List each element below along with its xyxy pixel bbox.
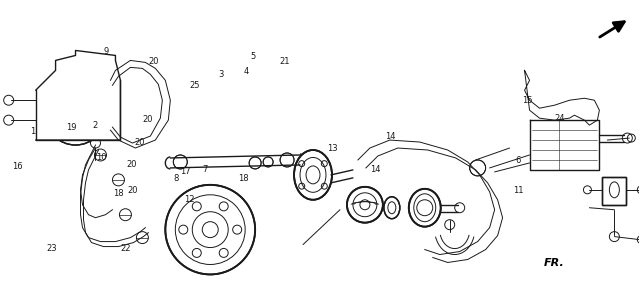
Text: 25: 25	[189, 81, 200, 90]
Text: 4: 4	[244, 67, 249, 76]
Bar	[602, 177, 627, 205]
Text: 22: 22	[120, 244, 131, 252]
Text: 12: 12	[184, 195, 195, 204]
Text: 23: 23	[47, 244, 57, 252]
Text: 6: 6	[515, 156, 521, 165]
Text: 20: 20	[134, 138, 145, 147]
Text: 5: 5	[250, 52, 255, 61]
Text: 20: 20	[127, 186, 138, 195]
Text: 1: 1	[30, 127, 35, 136]
Text: 14: 14	[385, 132, 396, 141]
Text: 24: 24	[554, 114, 564, 123]
Text: 19: 19	[66, 123, 76, 132]
Ellipse shape	[384, 197, 400, 219]
Text: 17: 17	[180, 167, 191, 176]
Circle shape	[470, 160, 486, 176]
Ellipse shape	[294, 150, 332, 200]
Text: 10: 10	[97, 153, 107, 162]
Text: 21: 21	[280, 57, 290, 65]
Text: 7: 7	[202, 165, 208, 174]
Circle shape	[347, 187, 383, 223]
Text: 9: 9	[104, 48, 109, 56]
Polygon shape	[36, 51, 120, 140]
Circle shape	[360, 200, 370, 210]
Circle shape	[173, 155, 188, 169]
Text: 20: 20	[126, 160, 137, 169]
Polygon shape	[529, 120, 600, 170]
Text: 15: 15	[522, 96, 532, 105]
Ellipse shape	[409, 189, 441, 227]
Circle shape	[263, 157, 273, 167]
Text: 18: 18	[238, 174, 249, 183]
Text: 20: 20	[148, 57, 159, 65]
Polygon shape	[525, 70, 600, 125]
Text: 18: 18	[113, 189, 124, 198]
Text: FR.: FR.	[543, 258, 564, 268]
Circle shape	[45, 85, 106, 145]
Text: 16: 16	[12, 162, 22, 171]
Text: 3: 3	[218, 70, 224, 79]
Circle shape	[249, 157, 261, 169]
Text: 11: 11	[513, 186, 524, 195]
Circle shape	[165, 185, 255, 275]
Text: 13: 13	[328, 144, 338, 153]
Text: 8: 8	[173, 174, 179, 183]
Circle shape	[280, 153, 294, 167]
Text: 20: 20	[142, 115, 153, 124]
Text: 2: 2	[93, 122, 98, 130]
Bar	[602, 177, 627, 205]
Text: 14: 14	[371, 165, 381, 174]
